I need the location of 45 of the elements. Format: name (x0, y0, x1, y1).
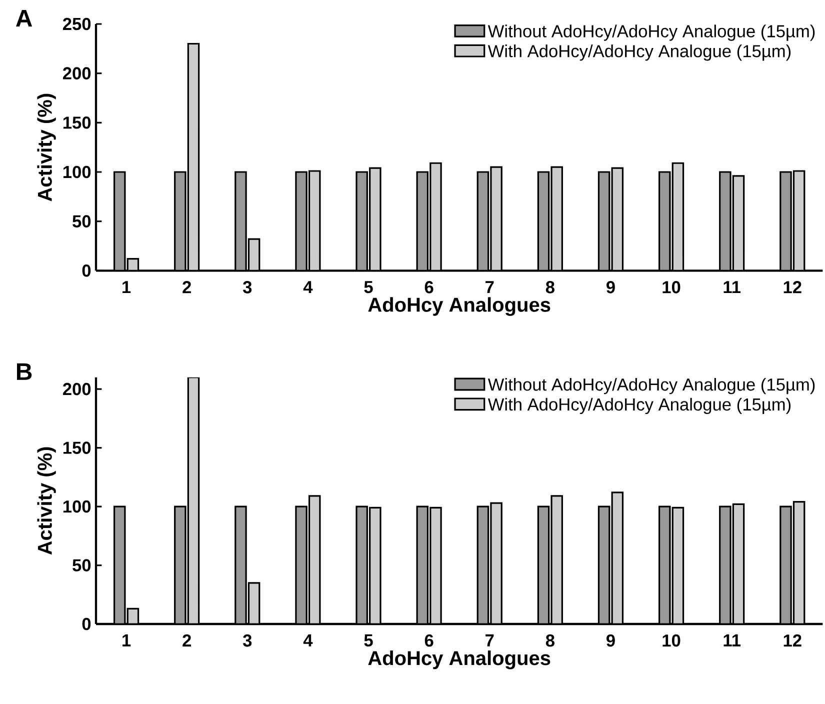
y-tick-label: 150 (63, 116, 91, 129)
x-tick-label: 11 (724, 281, 741, 293)
x-tick-label: 7 (486, 634, 494, 646)
y-tick-label: 200 (62, 382, 91, 396)
y-tick-label: 50 (72, 215, 91, 228)
x-tick-label: 6 (424, 281, 434, 294)
chart-title: B (16, 363, 32, 380)
x-tick-label: 2 (182, 634, 191, 647)
legend-label: With AdoHcy/AdoHcy Analogue (15µm) (488, 44, 791, 61)
x-tick-label: 5 (364, 281, 373, 294)
x-tick-label: 10 (662, 634, 680, 647)
x-tick-label: 5 (364, 634, 373, 646)
x-tick-label: 7 (486, 281, 494, 293)
x-tick-label: 2 (182, 281, 191, 294)
x-tick-label: 12 (784, 281, 802, 294)
x-tick-label: 4 (303, 281, 313, 293)
y-axis-title: Activity (%) (37, 94, 56, 202)
y-tick-label: 50 (72, 559, 91, 572)
x-tick-label: 12 (784, 634, 802, 647)
chart-title: A (16, 10, 32, 27)
y-tick-label: 150 (63, 442, 91, 454)
y-axis-title: Activity (%) (37, 447, 56, 555)
x-tick-label: 11 (724, 634, 741, 646)
y-tick-label: 250 (62, 18, 91, 30)
legend-label: Without AdoHcy/AdoHcy Analogue (15µm) (488, 378, 815, 394)
x-axis-title: AdoHcy Analogues (368, 650, 550, 670)
x-tick-label: 3 (242, 281, 252, 294)
legend-label: With AdoHcy/AdoHcy Analogue (15µm) (488, 398, 791, 414)
x-tick-label: 8 (546, 281, 554, 294)
x-tick-label: 3 (242, 634, 252, 647)
x-axis-title: AdoHcy Analogues (368, 297, 550, 316)
x-tick-label: 1 (122, 281, 131, 293)
y-tick-label: 200 (62, 67, 91, 80)
x-tick-label: 10 (662, 281, 680, 294)
y-tick-label: 100 (63, 166, 91, 178)
y-tick-label: 0 (82, 618, 91, 630)
x-tick-label: 4 (303, 634, 313, 646)
y-tick-label: 0 (82, 264, 91, 277)
x-tick-label: 9 (606, 281, 615, 294)
y-tick-label: 100 (63, 500, 91, 513)
x-tick-label: 1 (122, 634, 131, 646)
x-tick-label: 8 (546, 634, 554, 647)
x-tick-label: 9 (606, 634, 615, 647)
x-tick-label: 6 (424, 634, 434, 647)
legend-label: Without AdoHcy/AdoHcy Analogue (15µm) (488, 24, 815, 41)
